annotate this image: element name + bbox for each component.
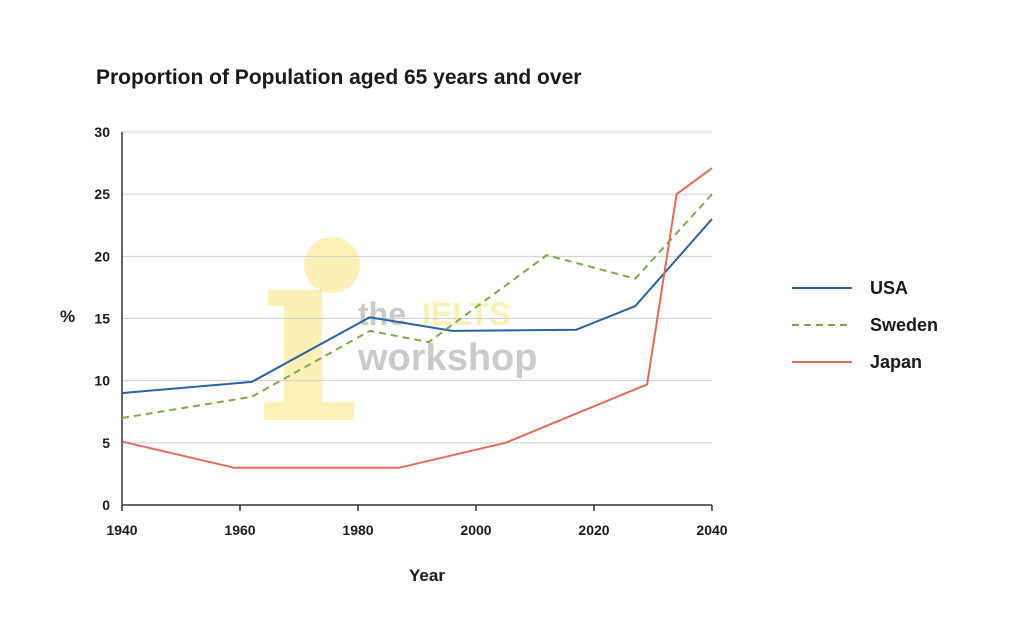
y-tick-label: 15: [94, 311, 110, 327]
series-lines: [121, 167, 713, 469]
x-tick-label: 1940: [106, 522, 137, 538]
y-tick-label: 25: [94, 186, 110, 202]
legend-label-usa: USA: [870, 278, 908, 298]
series-sweden: [121, 193, 713, 419]
watermark-workshop: workshop: [357, 337, 537, 379]
y-axis-label: %: [60, 307, 75, 326]
series-line-japan: [121, 167, 713, 469]
y-tick-label: 10: [94, 373, 110, 389]
y-tick-label: 20: [94, 248, 110, 264]
x-tick-label: 1980: [342, 522, 373, 538]
chart-title: Proportion of Population aged 65 years a…: [96, 66, 581, 89]
watermark-logo: the IELTS workshop: [264, 237, 537, 420]
y-tick-label: 0: [102, 497, 110, 513]
x-tick-label: 2000: [460, 522, 491, 538]
watermark-dot: [304, 237, 360, 293]
watermark-the: the: [358, 296, 406, 332]
series-line-usa: [121, 218, 713, 395]
legend-label-sweden: Sweden: [870, 315, 938, 335]
y-tick-label: 30: [94, 124, 110, 140]
x-axis-label: Year: [409, 566, 445, 585]
gridlines: [122, 131, 712, 444]
y-tick-labels: 0 5 10 15 20 25 30: [94, 124, 110, 513]
x-tick-labels: 1940 1960 1980 2000 2020 2040: [106, 505, 728, 538]
series-japan: [121, 167, 713, 469]
x-tick-label: 1960: [224, 522, 255, 538]
legend: USA Sweden Japan: [792, 278, 938, 372]
watermark-letter-stem: [264, 290, 354, 420]
x-tick-label: 2020: [578, 522, 609, 538]
y-tick-label: 5: [102, 435, 110, 451]
legend-label-japan: Japan: [870, 352, 922, 372]
series-line-sweden: [121, 193, 713, 419]
series-usa: [121, 218, 713, 395]
axes: [121, 132, 712, 506]
x-tick-label: 2040: [696, 522, 727, 538]
